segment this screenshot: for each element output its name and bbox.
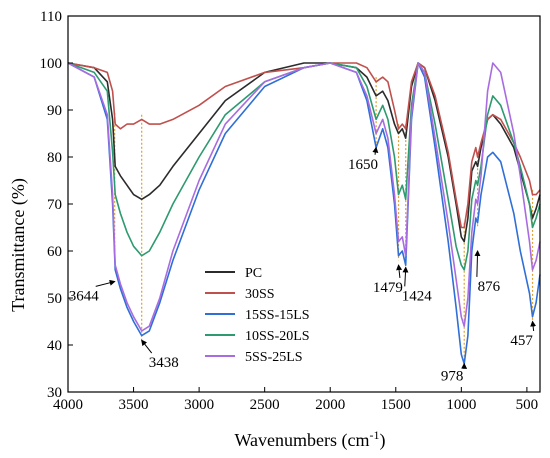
annotation-label: 1424 <box>402 288 433 304</box>
y-tick-label: 60 <box>47 244 62 260</box>
x-tick-label: 2500 <box>250 397 280 413</box>
y-tick-label: 100 <box>40 56 63 72</box>
annotation-label: 457 <box>510 333 533 349</box>
y-tick-label: 70 <box>47 197 62 213</box>
legend-label: 15SS-15LS <box>245 308 310 323</box>
x-tick-label: 500 <box>516 397 539 413</box>
annotation-label: 3644 <box>69 288 100 304</box>
y-axis-label: Transmittance (%) <box>8 178 29 312</box>
x-tick-label: 2000 <box>315 397 345 413</box>
legend-label: 5SS-25LS <box>245 350 303 365</box>
annotation-arrow <box>474 250 481 277</box>
legend-label: 10SS-20LS <box>245 329 310 344</box>
series-line-pc <box>67 62 541 243</box>
y-tick-label: 80 <box>47 150 62 166</box>
x-tick-label: 3500 <box>119 397 149 413</box>
annotation-label: 1479 <box>373 280 403 296</box>
x-tick-label: 3000 <box>184 397 214 413</box>
x-axis-label: Wavenumbers (cm-1) <box>235 428 386 451</box>
x-tick-label: 4000 <box>53 397 83 413</box>
annotation-arrow <box>402 266 409 287</box>
annotation-arrow <box>141 339 153 354</box>
series-lines <box>67 62 541 365</box>
series-line-5ss-25ls <box>67 62 541 332</box>
annotation-label: 3438 <box>149 355 179 371</box>
y-tick-label: 90 <box>47 103 62 119</box>
y-tick-label: 30 <box>47 385 62 401</box>
axes: 4000 3500 3000 2500 2000 1500 1000 500 30 40 50 60 7… <box>40 9 541 413</box>
legend: PC 30SS 15SS-15LS 10SS-20LS 5SS-25LS <box>205 266 310 365</box>
annotation-label: 978 <box>441 368 464 384</box>
series-line-15ss-15ls <box>67 62 541 365</box>
legend-label: 30SS <box>245 287 275 302</box>
series-line-10ss-20ls <box>67 62 541 271</box>
annotation-arrow <box>530 320 537 332</box>
annotation-arrow <box>95 279 116 287</box>
annotation-label: 1650 <box>348 157 378 173</box>
x-tick-label: 1000 <box>446 397 476 413</box>
y-tick-label: 110 <box>40 9 62 25</box>
annotation-arrow <box>372 146 379 155</box>
series-line-30ss <box>67 62 541 229</box>
x-tick-label: 1500 <box>381 397 411 413</box>
annotation-arrow <box>396 264 403 278</box>
annotation-label: 876 <box>478 279 501 295</box>
y-tick-label: 50 <box>47 291 62 307</box>
legend-label: PC <box>245 266 262 281</box>
y-tick-label: 40 <box>47 338 62 354</box>
